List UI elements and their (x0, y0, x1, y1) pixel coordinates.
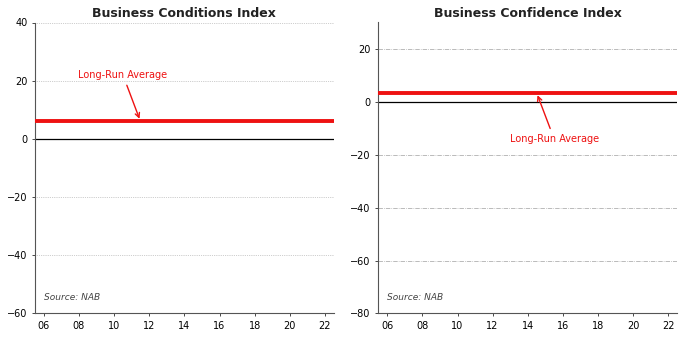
Title: Business Conditions Index: Business Conditions Index (92, 7, 276, 20)
Text: Long-Run Average: Long-Run Average (79, 70, 168, 117)
Text: Source: NAB: Source: NAB (44, 293, 100, 302)
Text: Long-Run Average: Long-Run Average (510, 97, 598, 144)
Text: Source: NAB: Source: NAB (387, 293, 443, 302)
Title: Business Confidence Index: Business Confidence Index (434, 7, 622, 20)
